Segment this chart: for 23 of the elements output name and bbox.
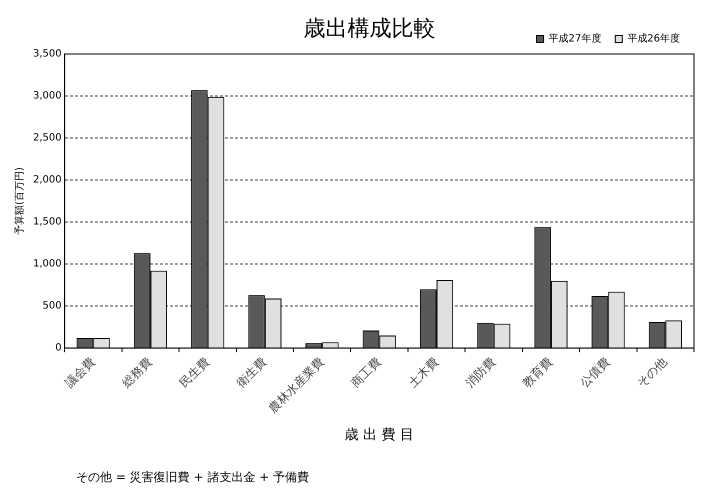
legend-label: 平成27年度 [548,32,602,45]
y-tick-label: 1,000 [32,258,62,270]
x-tick-label: 商工費 [348,354,384,390]
x-tick-label: その他 [634,354,670,390]
legend-label: 平成26年度 [627,32,680,45]
x-tick-label: 公債費 [577,354,613,390]
chart-title: 歳出構成比較 [303,16,436,42]
x-tick-label: 土木費 [406,354,441,390]
x-tick-label: 議会費 [62,354,98,390]
x-tick-label: 民生費 [176,354,212,390]
y-tick-label: 0 [55,342,62,354]
y-tick-label: 3,000 [32,90,62,102]
x-axis-title: 歳 出 費 目 [344,427,414,444]
y-axis-title: 予算額(百万円) [14,167,26,235]
x-tick-label: 教育費 [520,354,556,390]
y-tick-label: 3,500 [32,48,62,60]
y-tick-label: 2,500 [32,132,62,144]
y-tick-label: 1,500 [32,216,62,228]
x-tick-label: 消防費 [462,354,498,390]
x-tick-label: 総務費 [118,354,155,391]
text: その他 = 災害復旧費 + 諸支出金 + 予備費 [76,470,310,484]
y-tick-label: 500 [42,300,62,312]
y-tick-label: 2,000 [32,174,62,186]
